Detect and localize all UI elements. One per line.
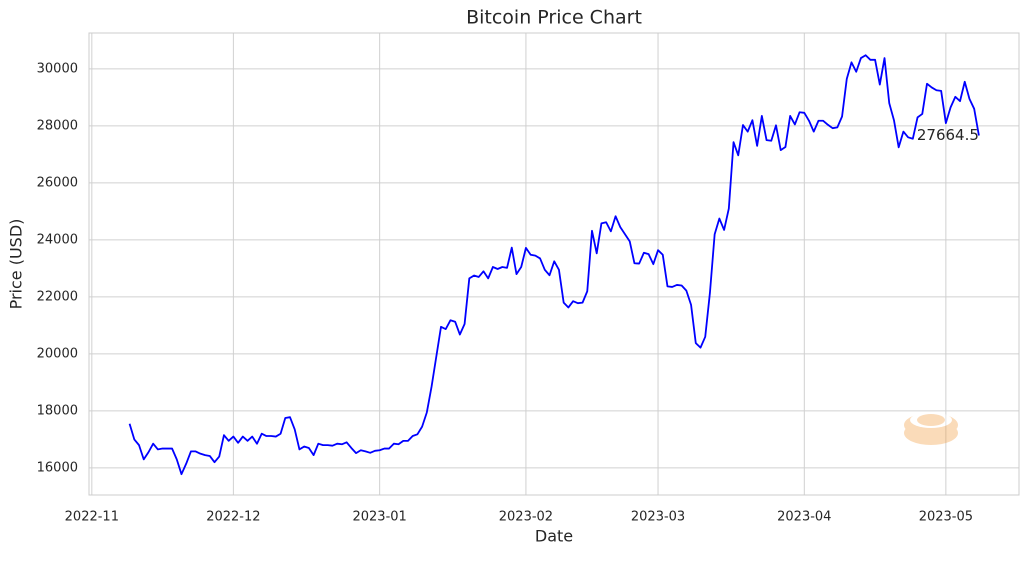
y-tick-label: 16000 bbox=[37, 460, 78, 475]
grid bbox=[89, 33, 1019, 495]
price-line bbox=[128, 54, 980, 476]
x-tick-label: 2023-01 bbox=[352, 510, 406, 525]
y-tick-label: 28000 bbox=[37, 118, 78, 133]
x-tick-label: 2023-04 bbox=[777, 510, 831, 525]
x-tick-label: 2023-05 bbox=[919, 510, 973, 525]
y-tick-label: 26000 bbox=[37, 175, 78, 190]
plot-frame bbox=[88, 32, 1020, 496]
y-tick-label: 30000 bbox=[37, 61, 78, 76]
last-value-annotation: 27664.5 bbox=[917, 126, 979, 144]
y-tick-label: 20000 bbox=[37, 346, 78, 361]
y-axis-label: Price (USD) bbox=[7, 219, 26, 310]
x-tick-label: 2023-02 bbox=[499, 510, 553, 525]
y-tick-label: 22000 bbox=[37, 289, 78, 304]
y-tick-label: 18000 bbox=[37, 403, 78, 418]
chart-title: Bitcoin Price Chart bbox=[466, 7, 642, 29]
x-tick-label: 2023-03 bbox=[631, 510, 685, 525]
x-tick-label: 2022-12 bbox=[206, 510, 260, 525]
x-axis-label: Date bbox=[535, 527, 573, 546]
watermark bbox=[904, 412, 958, 445]
y-tick-label: 24000 bbox=[37, 232, 78, 247]
x-tick-label: 2022-11 bbox=[65, 510, 119, 525]
